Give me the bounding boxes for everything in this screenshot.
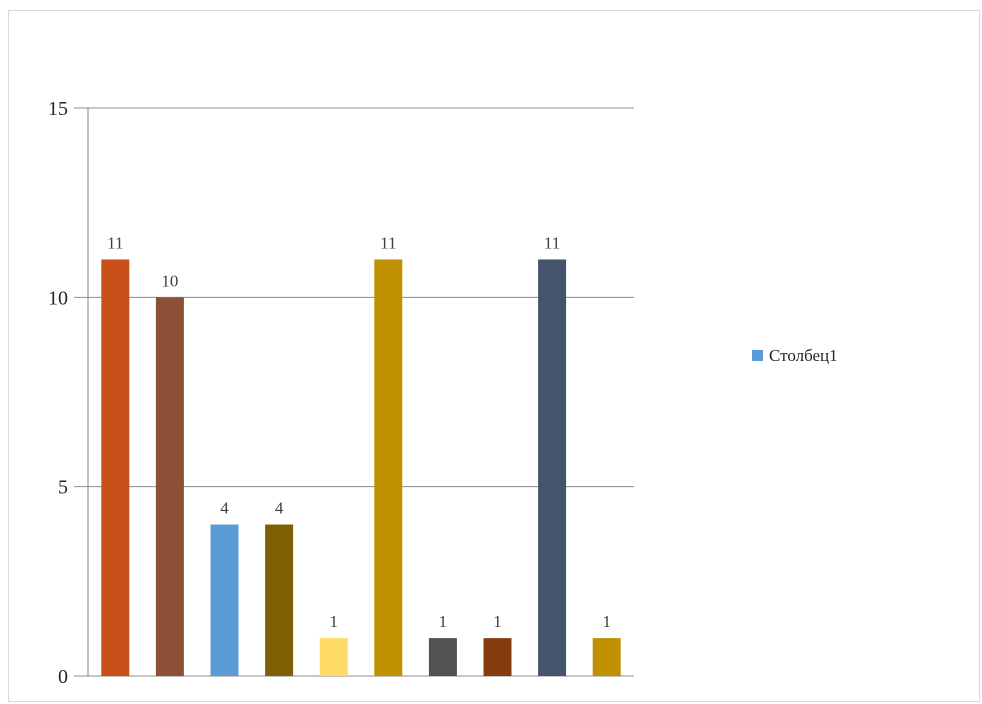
legend-label: Столбец1: [769, 346, 838, 365]
y-axis-ticks: 0 5 10 15: [48, 98, 68, 688]
y-tick-label: 10: [48, 287, 68, 309]
bar: [265, 524, 294, 676]
data-label: 4: [275, 499, 284, 518]
bar: [592, 638, 621, 676]
data-label: 1: [602, 612, 611, 631]
legend: Столбец1: [752, 346, 838, 365]
data-label: 1: [439, 612, 448, 631]
bar: [319, 638, 348, 676]
bar: [210, 524, 239, 676]
y-tick-label: 5: [58, 477, 68, 499]
data-label: 10: [161, 271, 178, 290]
data-label: 11: [380, 233, 396, 252]
y-tick-label: 15: [48, 98, 68, 120]
bar: [538, 259, 567, 676]
y-tick-label: 0: [58, 666, 68, 688]
data-label: 11: [107, 233, 123, 252]
bars: [101, 259, 621, 676]
legend-swatch: [752, 350, 763, 361]
bar: [483, 638, 512, 676]
data-label: 1: [493, 612, 502, 631]
bar: [101, 259, 130, 676]
chart-frame: [8, 10, 980, 702]
data-label: 11: [544, 233, 560, 252]
data-label: 4: [220, 499, 229, 518]
bar: [428, 638, 457, 676]
data-label: 1: [329, 612, 338, 631]
bar: [374, 259, 403, 676]
bar: [155, 297, 184, 676]
